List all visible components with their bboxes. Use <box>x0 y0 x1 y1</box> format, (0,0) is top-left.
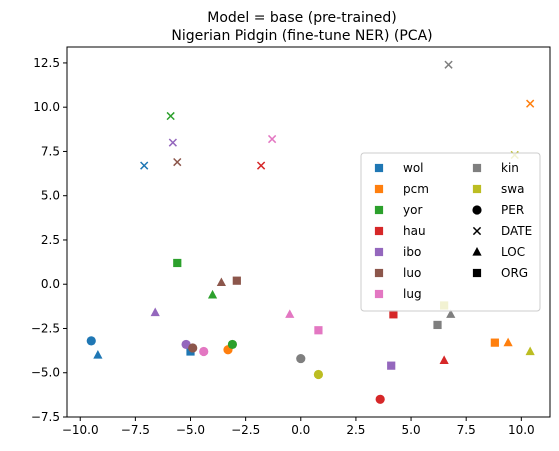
point-luo-loc <box>216 277 226 287</box>
point-lug-per <box>199 346 209 357</box>
legend-marker-pcm <box>374 184 384 194</box>
legend-label-yor: yor <box>403 203 422 217</box>
legend-marker-loc <box>472 247 482 256</box>
point-lug-date <box>267 134 277 144</box>
point-kin-date <box>444 60 453 69</box>
x-tick-label: −2.5 <box>231 423 260 437</box>
legend-label-org: ORG <box>501 266 528 280</box>
y-tick-label: 10.0 <box>33 100 60 114</box>
chart-title-line1: Model = base (pre-trained) <box>207 10 397 26</box>
point-luo-per <box>188 343 198 353</box>
legend-label-kin: kin <box>501 161 519 175</box>
legend-marker-wol <box>374 163 384 173</box>
y-tick-label: 5.0 <box>41 189 60 203</box>
y-tick-label: 2.5 <box>41 233 60 247</box>
point-pcm-loc <box>503 337 513 347</box>
point-kin-org <box>433 320 442 330</box>
y-tick-label: −5.0 <box>31 366 60 380</box>
y-tick-label: 7.5 <box>41 144 60 158</box>
legend: wol pcm yor hau ibo luo lug kin swa PER DATE LOC ORG <box>360 152 541 312</box>
x-tick-label: 7.5 <box>457 423 476 437</box>
y-tick-label: 12.5 <box>33 56 60 70</box>
point-yor-loc <box>207 289 218 299</box>
x-tick-label: 0.0 <box>291 423 310 437</box>
x-tick-label: −5.0 <box>176 423 205 437</box>
y-tick-label: 0.0 <box>41 277 60 291</box>
point-yor-org <box>173 258 182 268</box>
x-tick-label: 5.0 <box>402 423 421 437</box>
point-hau-date <box>256 161 266 170</box>
point-wol-loc <box>93 350 103 359</box>
legend-box <box>360 152 541 312</box>
y-axis: −7.5 −5.0 −2.5 0.0 2.5 5.0 7.5 10.0 12.5 <box>31 56 67 424</box>
y-tick-label: −7.5 <box>31 410 60 424</box>
legend-marker-per <box>472 205 482 215</box>
legend-marker-yor <box>374 205 384 215</box>
legend-marker-hau <box>374 226 384 236</box>
legend-marker-swa <box>472 184 482 194</box>
legend-label-luo: luo <box>403 266 421 280</box>
point-luo-date <box>173 157 182 167</box>
point-ibo-loc <box>150 307 160 317</box>
legend-label-swa: swa <box>501 182 524 196</box>
point-ibo-date <box>168 138 177 147</box>
point-lug-loc <box>285 309 295 318</box>
legend-label-hau: hau <box>403 224 426 238</box>
legend-marker-date <box>472 226 482 236</box>
chart-title-line2: Nigerian Pidgin (fine-tune NER) (PCA) <box>171 28 432 44</box>
point-swa-per <box>313 369 324 380</box>
point-lug-org <box>314 326 323 335</box>
plot-area <box>66 46 551 418</box>
legend-marker-org <box>472 268 482 278</box>
x-tick-label: −7.5 <box>121 423 150 437</box>
legend-marker-kin <box>472 163 482 173</box>
legend-label-lug: lug <box>403 287 422 301</box>
point-luo-org <box>232 276 241 285</box>
x-tick-label: −10.0 <box>62 423 99 437</box>
point-wol-per <box>86 336 96 346</box>
point-kin-per <box>296 353 306 364</box>
point-wol-date <box>140 161 149 170</box>
point-yor-date <box>166 111 175 121</box>
point-yor-per <box>227 339 238 350</box>
plot-frame <box>66 46 551 418</box>
point-hau-loc <box>439 355 449 364</box>
legend-label-date: DATE <box>501 224 532 238</box>
point-kin-loc <box>446 309 456 318</box>
y-tick-label: −2.5 <box>31 321 60 335</box>
legend-label-per: PER <box>501 203 524 217</box>
point-ibo-org <box>387 361 396 370</box>
legend-label-wol: wol <box>403 161 424 175</box>
legend-marker-ibo <box>374 247 384 257</box>
x-tick-label: 10.0 <box>508 423 535 437</box>
legend-label-loc: LOC <box>501 245 525 259</box>
point-swa-loc <box>525 346 535 356</box>
point-hau-org <box>389 310 398 319</box>
x-tick-label: 2.5 <box>346 423 365 437</box>
point-hau-per <box>375 394 385 404</box>
legend-label-pcm: pcm <box>403 182 429 196</box>
x-axis: −10.0 −7.5 −5.0 −2.5 0.0 2.5 5.0 7.5 10.0 <box>62 417 535 437</box>
point-pcm-date <box>526 99 535 108</box>
legend-marker-lug <box>374 289 384 299</box>
legend-marker-luo <box>374 268 384 278</box>
legend-label-ibo: ibo <box>403 245 421 259</box>
point-pcm-org <box>490 338 499 347</box>
